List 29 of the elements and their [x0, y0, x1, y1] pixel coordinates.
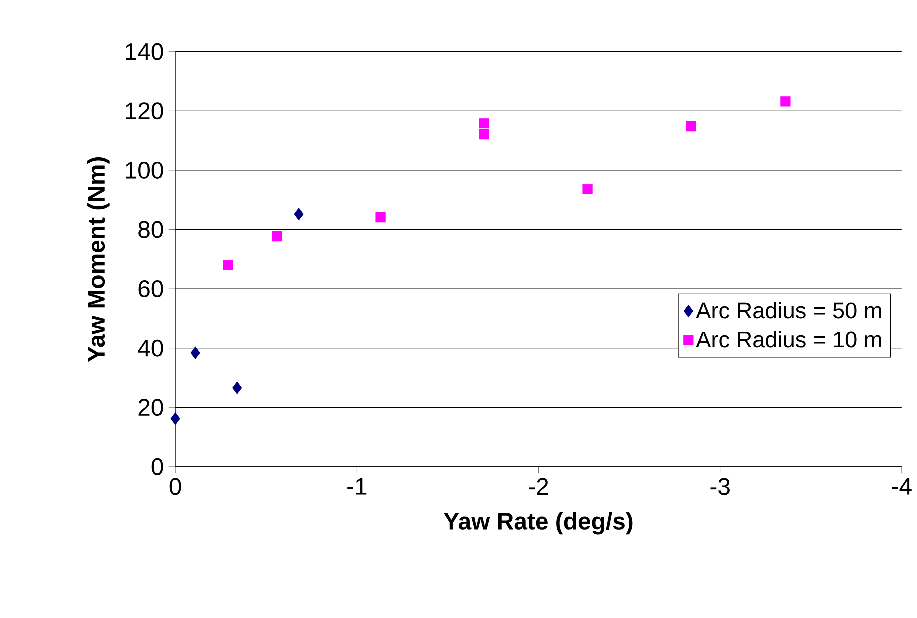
y-tick-label: 140 [126, 44, 164, 61]
x-tick-label: -4 [892, 478, 912, 495]
x-tick-label: -3 [710, 478, 730, 496]
x-tick-label: 0 [170, 478, 182, 496]
point [272, 232, 282, 242]
point [582, 184, 593, 195]
point [780, 96, 791, 107]
y-tick-label: 0 [152, 458, 164, 476]
legend-label: Arc Radius = 10 m [696, 331, 882, 348]
y-axis-title: Yaw Moment (Nm) [88, 158, 110, 362]
point [223, 260, 234, 271]
x-tick-label: -1 [348, 478, 367, 495]
point [376, 212, 386, 223]
point [232, 382, 242, 395]
x-tick-label: -2 [529, 478, 548, 496]
y-tick-label: 60 [138, 280, 164, 298]
point [686, 122, 696, 132]
y-tick-label: 120 [126, 102, 164, 120]
point [190, 347, 200, 360]
y-tick-label: 20 [138, 399, 164, 416]
y-tick-label: 100 [126, 162, 164, 180]
y-tick-label: 40 [138, 340, 164, 358]
x-axis-title: Yaw Rate (deg/s) [444, 512, 633, 535]
point [294, 208, 304, 221]
point [170, 412, 180, 426]
legend-label: Arc Radius = 50 m [696, 302, 882, 319]
point [479, 118, 490, 129]
y-tick-label: 80 [138, 221, 164, 238]
point [479, 130, 490, 140]
